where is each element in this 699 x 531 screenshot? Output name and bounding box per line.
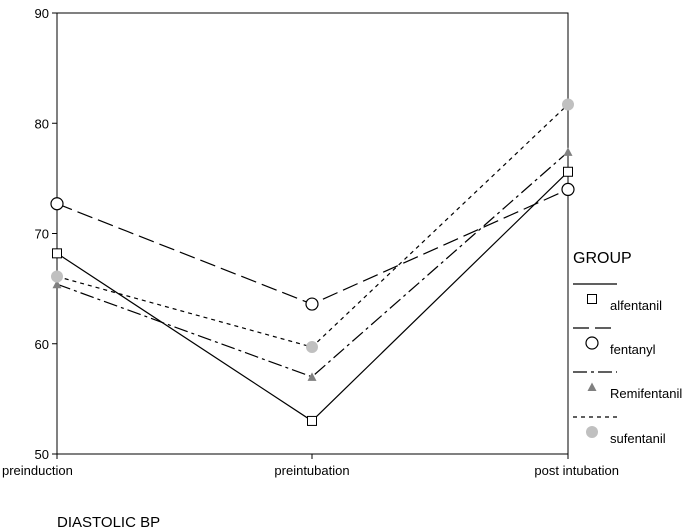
data-point-sufentanil xyxy=(562,98,574,111)
x-axis-label: DIASTOLIC BP xyxy=(57,514,160,531)
series-markers xyxy=(50,98,575,426)
legend-marker-fentanyl xyxy=(585,336,599,350)
x-axis: preinduction preintubation post intubation xyxy=(2,454,619,478)
legend-marker-alfentanil xyxy=(587,294,597,304)
legend-label-alfentanil: alfentanil xyxy=(610,298,662,313)
data-point-alfentanil xyxy=(307,415,317,426)
data-point-sufentanil xyxy=(51,270,63,283)
data-point-alfentanil xyxy=(563,166,573,177)
data-point-remifentanil xyxy=(52,279,62,289)
y-tick-label: 80 xyxy=(35,116,49,131)
y-tick-label: 60 xyxy=(35,337,49,352)
legend-marker-sufentanil xyxy=(586,426,598,438)
data-point-fentanyl xyxy=(561,182,575,196)
legend-marker-remifentanil xyxy=(587,382,597,391)
data-point-alfentanil xyxy=(52,248,62,259)
y-axis: 50 60 70 80 90 xyxy=(35,6,57,462)
legend-label-sufentanil: sufentanil xyxy=(610,431,666,446)
data-point-sufentanil xyxy=(306,341,318,354)
data-point-remifentanil xyxy=(307,372,317,381)
data-point-fentanyl xyxy=(50,197,64,211)
legend-label-fentanyl: fentanyl xyxy=(610,342,656,357)
legend-label-remifentanil: Remifentanil xyxy=(610,386,682,401)
data-point-fentanyl xyxy=(305,297,319,311)
series-line-alfentanil xyxy=(56,171,569,422)
x-tick-label: post intubation xyxy=(534,463,619,478)
plot-frame xyxy=(56,12,569,455)
y-tick-label: 70 xyxy=(35,227,49,242)
y-tick-label: 50 xyxy=(35,447,49,462)
data-point-remifentanil xyxy=(563,147,573,156)
x-tick-label: preinduction xyxy=(2,463,73,478)
x-tick-label: preintubation xyxy=(274,463,349,478)
y-tick-label: 90 xyxy=(35,6,49,21)
series-line-sufentanil xyxy=(56,104,569,348)
legend: GROUP alfentanil fentanyl Remifentanil sufe… xyxy=(573,250,682,446)
legend-title: GROUP xyxy=(573,250,632,267)
